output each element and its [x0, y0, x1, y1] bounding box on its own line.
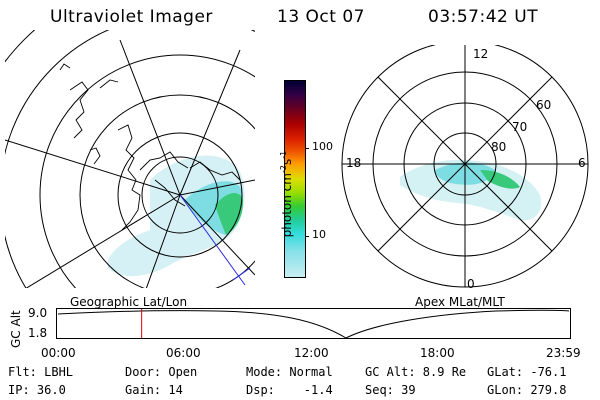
- dsp-status: Dsp: -1.4: [246, 383, 333, 397]
- mlat-70-label: 70: [512, 120, 528, 134]
- geographic-map: [5, 30, 255, 288]
- x-tick-3: 18:00: [420, 346, 455, 360]
- altitude-curve: [57, 309, 570, 339]
- seq-status: Seq: 39: [365, 383, 416, 397]
- mlat-60-label: 60: [536, 98, 552, 112]
- altitude-y-max: 9.0: [28, 306, 48, 320]
- instrument-title: Ultraviolet Imager: [50, 7, 213, 27]
- magnetic-map-label: Apex MLat/MLT: [415, 295, 505, 309]
- intensity-colorbar: [284, 80, 306, 278]
- date-label: 13 Oct 07: [277, 7, 365, 27]
- mlat-80-label: 80: [491, 140, 507, 154]
- colorbar-tick-10: [305, 236, 309, 237]
- glon-status: GLon: 279.8: [487, 383, 567, 397]
- mode-status: Mode: Normal: [246, 365, 333, 379]
- gain-status: Gain: 14: [125, 383, 183, 397]
- altitude-axis-label: GC Alt: [9, 310, 23, 348]
- x-tick-4: 23:59: [546, 346, 581, 360]
- colorbar-label-100: 100: [312, 140, 333, 153]
- mlt-6-label: 6: [578, 156, 586, 170]
- filter-status: Flt: LBHL: [8, 365, 74, 379]
- x-tick-2: 12:00: [294, 346, 329, 360]
- magnetic-map: [341, 45, 589, 288]
- altitude-plot: [56, 308, 571, 339]
- x-tick-0: 00:00: [41, 346, 76, 360]
- mlt-18-label: 18: [346, 156, 362, 170]
- door-status: Door: Open: [125, 365, 198, 379]
- mlt-0-label: 0: [467, 277, 475, 291]
- colorbar-tick-100: [305, 148, 309, 149]
- colorbar-label-10: 10: [312, 228, 326, 241]
- glat-status: GLat: -76.1: [487, 365, 567, 379]
- altitude-y-min: 1.8: [28, 326, 48, 340]
- x-tick-1: 06:00: [166, 346, 201, 360]
- mlt-12-label: 12: [473, 47, 489, 61]
- colorbar-unit-label: photon cm-2s-1: [279, 150, 294, 238]
- ip-status: IP: 36.0: [8, 383, 66, 397]
- geographic-map-label: Geographic Lat/Lon: [70, 295, 188, 309]
- gc-alt-status: GC Alt: 8.9 Re: [365, 365, 467, 379]
- time-label: 03:57:42 UT: [428, 7, 539, 27]
